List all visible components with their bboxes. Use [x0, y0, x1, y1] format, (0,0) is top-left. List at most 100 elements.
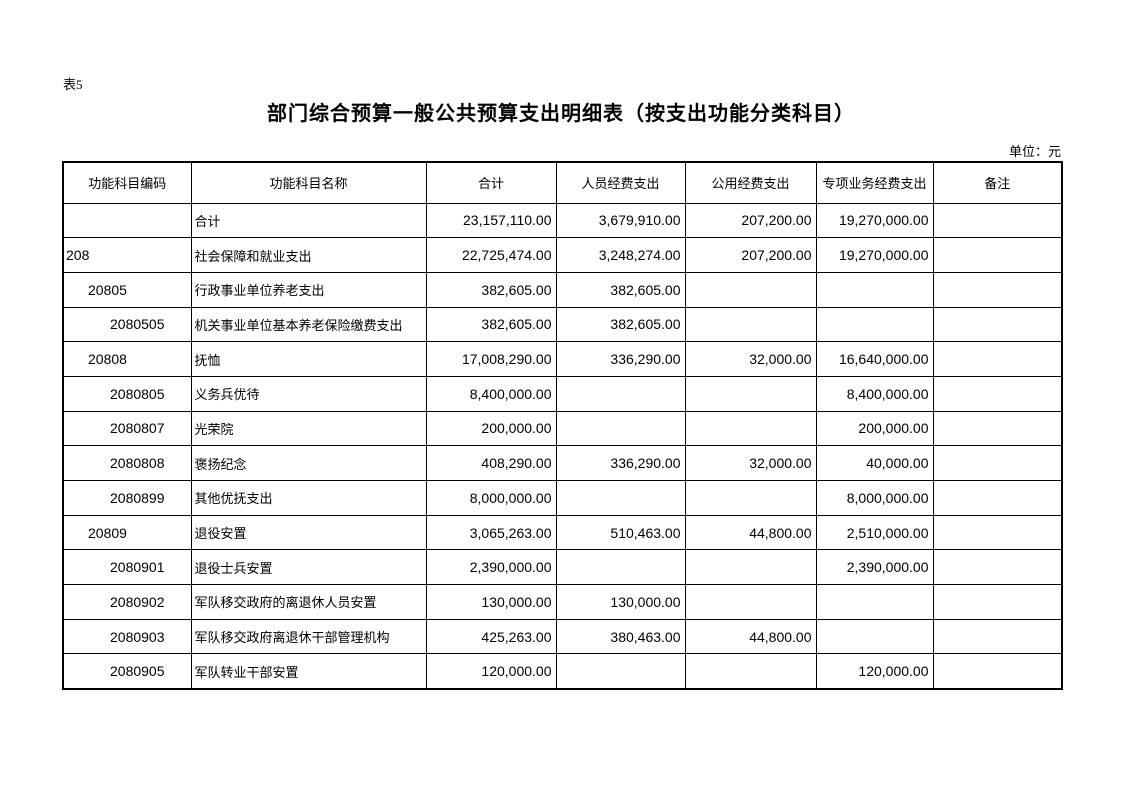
cell-function-code: 20805 — [62, 271, 192, 308]
table-row: 2080805 义务兵优待 8,400,000.00 8,400,000.00 — [62, 375, 1063, 412]
cell-total: 120,000.00 — [425, 653, 557, 690]
cell-function-code — [62, 202, 192, 239]
table-row: 2080807 光荣院 200,000.00 200,000.00 — [62, 410, 1063, 447]
cell-personnel-expense — [555, 410, 686, 447]
table-row: 20809 退役安置 3,065,263.00 510,463.00 44,800.00… — [62, 514, 1063, 551]
cell-personnel-expense — [555, 549, 686, 586]
cell-public-expense: 207,200.00 — [684, 202, 817, 239]
table-row: 2080903 军队移交政府离退休干部管理机构 425,263.00 380,463.… — [62, 618, 1063, 655]
cell-personnel-expense: 380,463.00 — [555, 618, 686, 655]
cell-public-expense — [684, 549, 817, 586]
cell-function-code: 2080905 — [62, 653, 192, 690]
col-header-function-name: 功能科目名称 — [190, 161, 427, 204]
cell-remark — [932, 375, 1063, 412]
cell-personnel-expense — [555, 653, 686, 690]
cell-function-name: 退役士兵安置 — [190, 549, 427, 586]
cell-total: 130,000.00 — [425, 584, 557, 620]
cell-total: 200,000.00 — [425, 410, 557, 447]
cell-public-expense: 44,800.00 — [684, 514, 817, 551]
cell-public-expense — [684, 584, 817, 620]
cell-special-expense: 40,000.00 — [815, 445, 934, 481]
cell-remark — [932, 202, 1063, 239]
cell-special-expense — [815, 618, 934, 655]
cell-function-code: 2080805 — [62, 375, 192, 412]
cell-special-expense: 2,510,000.00 — [815, 514, 934, 551]
cell-function-code: 20808 — [62, 341, 192, 377]
cell-public-expense — [684, 480, 817, 516]
cell-personnel-expense — [555, 480, 686, 516]
col-header-special-expense: 专项业务经费支出 — [815, 161, 934, 204]
table-row: 2080808 褒扬纪念 408,290.00 336,290.00 32,000.00… — [62, 445, 1063, 481]
cell-public-expense — [684, 375, 817, 412]
cell-function-name: 义务兵优待 — [190, 375, 427, 412]
cell-total: 425,263.00 — [425, 618, 557, 655]
table-row: 208 社会保障和就业支出 22,725,474.00 3,248,274.00 207… — [62, 237, 1063, 273]
table-label: 表5 — [63, 77, 83, 92]
cell-function-name: 退役安置 — [190, 514, 427, 551]
cell-total: 408,290.00 — [425, 445, 557, 481]
cell-special-expense: 8,000,000.00 — [815, 480, 934, 516]
cell-special-expense: 16,640,000.00 — [815, 341, 934, 377]
cell-total: 8,400,000.00 — [425, 375, 557, 412]
cell-special-expense: 8,400,000.00 — [815, 375, 934, 412]
cell-function-code: 2080808 — [62, 445, 192, 481]
cell-remark — [932, 653, 1063, 690]
cell-function-name: 其他优抚支出 — [190, 480, 427, 516]
cell-public-expense — [684, 410, 817, 447]
col-header-personnel-expense: 人员经费支出 — [555, 161, 686, 204]
cell-special-expense: 19,270,000.00 — [815, 237, 934, 273]
cell-personnel-expense: 382,605.00 — [555, 306, 686, 343]
cell-special-expense: 19,270,000.00 — [815, 202, 934, 239]
cell-function-code: 2080505 — [62, 306, 192, 343]
cell-public-expense — [684, 653, 817, 690]
col-header-total: 合计 — [425, 161, 557, 204]
table-row: 2080899 其他优抚支出 8,000,000.00 8,000,000.00 — [62, 480, 1063, 516]
cell-special-expense: 200,000.00 — [815, 410, 934, 447]
cell-remark — [932, 271, 1063, 308]
cell-remark — [932, 549, 1063, 586]
cell-remark — [932, 584, 1063, 620]
header-row: 功能科目编码 功能科目名称 合计 人员经费支出 公用经费支出 专项业务经费支出 … — [62, 161, 1063, 204]
cell-function-code: 2080899 — [62, 480, 192, 516]
cell-function-code: 20809 — [62, 514, 192, 551]
col-header-remarks: 备注 — [932, 161, 1063, 204]
unit-note: 单位：元 — [1008, 144, 1061, 159]
cell-remark — [932, 445, 1063, 481]
cell-function-name: 社会保障和就业支出 — [190, 237, 427, 273]
cell-function-name: 军队移交政府的离退休人员安置 — [190, 584, 427, 620]
table-row: 2080905 军队转业干部安置 120,000.00 120,000.00 — [62, 653, 1063, 690]
table-row: 2080901 退役士兵安置 2,390,000.00 2,390,000.00 — [62, 549, 1063, 586]
cell-remark — [932, 341, 1063, 377]
cell-public-expense: 44,800.00 — [684, 618, 817, 655]
cell-function-name: 军队移交政府离退休干部管理机构 — [190, 618, 427, 655]
budget-table: 功能科目编码 功能科目名称 合计 人员经费支出 公用经费支出 专项业务经费支出 … — [62, 161, 1063, 690]
cell-function-name: 机关事业单位基本养老保险缴费支出 — [190, 306, 427, 343]
cell-function-name: 合计 — [190, 202, 427, 239]
cell-personnel-expense — [555, 375, 686, 412]
cell-total: 23,157,110.00 — [425, 202, 557, 239]
table-row: 2080505 机关事业单位基本养老保险缴费支出 382,605.00 382,605… — [62, 306, 1063, 343]
table-row: 20808 抚恤 17,008,290.00 336,290.00 32,000.00 1… — [62, 341, 1063, 377]
cell-function-name: 光荣院 — [190, 410, 427, 447]
cell-total: 382,605.00 — [425, 306, 557, 343]
cell-public-expense — [684, 271, 817, 308]
cell-function-code: 2080902 — [62, 584, 192, 620]
table-row: 20805 行政事业单位养老支出 382,605.00 382,605.00 — [62, 271, 1063, 308]
cell-special-expense — [815, 584, 934, 620]
table-row: 合计 23,157,110.00 3,679,910.00 207,200.00 19,… — [62, 202, 1063, 239]
cell-remark — [932, 514, 1063, 551]
cell-personnel-expense: 510,463.00 — [555, 514, 686, 551]
cell-personnel-expense: 3,679,910.00 — [555, 202, 686, 239]
cell-special-expense — [815, 271, 934, 308]
cell-total: 22,725,474.00 — [425, 237, 557, 273]
cell-public-expense: 207,200.00 — [684, 237, 817, 273]
cell-personnel-expense: 336,290.00 — [555, 341, 686, 377]
cell-function-code: 208 — [62, 237, 192, 273]
cell-remark — [932, 410, 1063, 447]
col-header-public-expense: 公用经费支出 — [684, 161, 817, 204]
cell-personnel-expense: 3,248,274.00 — [555, 237, 686, 273]
cell-remark — [932, 480, 1063, 516]
cell-total: 17,008,290.00 — [425, 341, 557, 377]
cell-total: 8,000,000.00 — [425, 480, 557, 516]
